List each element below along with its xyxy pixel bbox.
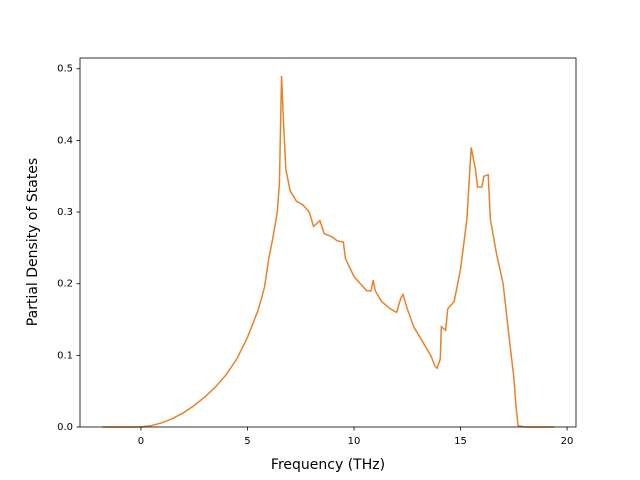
x-tick-label: 5: [244, 436, 250, 447]
y-tick-label: 0.5: [57, 64, 73, 75]
x-axis-label: Frequency (THz): [271, 457, 385, 473]
x-tick-label: 15: [454, 436, 467, 447]
y-tick-label: 0.4: [57, 135, 73, 146]
x-tick-label: 0: [138, 436, 144, 447]
x-tick-label: 10: [348, 436, 361, 447]
data-line: [102, 75, 555, 428]
y-axis-label: Partial Density of States: [25, 158, 41, 326]
y-tick-label: 0.3: [57, 207, 73, 218]
y-tick-label: 0.0: [57, 422, 73, 433]
y-tick-label: 0.1: [57, 350, 73, 361]
plot-frame: [79, 57, 577, 428]
x-tick-label: 20: [561, 436, 574, 447]
y-tick-label: 0.2: [57, 279, 73, 290]
